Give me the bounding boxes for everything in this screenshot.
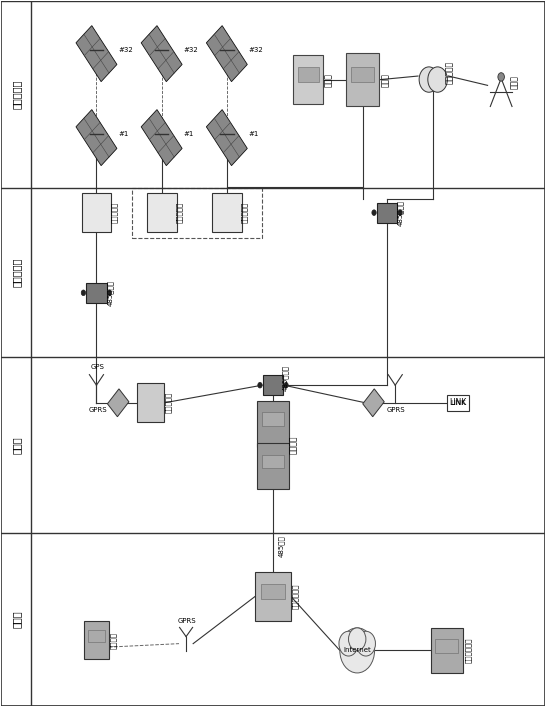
Bar [262, 455, 284, 469]
Text: LINK: LINK [449, 398, 466, 407]
Bar [137, 383, 164, 422]
Circle shape [284, 382, 288, 388]
Bar [76, 25, 117, 82]
Circle shape [357, 631, 376, 656]
Text: GPRS: GPRS [177, 618, 196, 624]
Text: 升压变压器: 升压变压器 [445, 61, 454, 84]
Text: 485集线器: 485集线器 [397, 199, 404, 226]
Bar [257, 443, 289, 489]
Text: 移动终端: 移动终端 [110, 631, 117, 648]
Text: Internet: Internet [343, 648, 371, 653]
Bar [86, 283, 107, 303]
Circle shape [348, 628, 366, 650]
Bar [262, 412, 284, 426]
Text: 阵列控制器: 阵列控制器 [111, 202, 117, 223]
Text: 阵列控制器: 阵列控制器 [176, 202, 182, 223]
Circle shape [81, 290, 86, 296]
Text: 汇流筱: 汇流筱 [381, 73, 390, 87]
Text: 主控层: 主控层 [11, 436, 21, 454]
Circle shape [498, 73, 505, 81]
Text: LINK: LINK [450, 399, 466, 406]
Text: #1: #1 [118, 131, 128, 137]
Text: 485集线器: 485集线器 [106, 280, 114, 306]
Circle shape [108, 290, 112, 296]
Bar [377, 203, 397, 223]
Text: 阵列控制器: 阵列控制器 [241, 202, 248, 223]
Bar [435, 639, 458, 653]
Circle shape [372, 210, 376, 216]
Bar [88, 631, 105, 642]
Text: GPS: GPS [91, 364, 104, 370]
Text: 光纤传输: 光纤传输 [289, 436, 298, 455]
FancyBboxPatch shape [363, 389, 384, 416]
Bar [263, 375, 283, 395]
Bar [132, 187, 262, 238]
Text: GPRS: GPRS [387, 407, 406, 413]
Text: 现场管理系统: 现场管理系统 [293, 584, 299, 609]
Bar [141, 110, 182, 165]
Text: 区域服务器: 区域服务器 [165, 392, 172, 414]
Bar [260, 584, 286, 599]
Text: GPRS: GPRS [88, 407, 107, 413]
Text: 逆变器: 逆变器 [324, 73, 334, 87]
Text: 现场控制层: 现场控制层 [11, 80, 21, 110]
Text: #32: #32 [248, 47, 263, 53]
Circle shape [398, 210, 402, 216]
Bar [76, 110, 117, 165]
Circle shape [339, 631, 358, 656]
Circle shape [340, 628, 375, 673]
Bar [346, 53, 379, 106]
Bar [206, 110, 247, 165]
Bar [298, 67, 319, 82]
Bar [256, 572, 290, 621]
Text: #32: #32 [118, 47, 133, 53]
Text: #1: #1 [248, 131, 259, 137]
Bar [351, 66, 374, 83]
Text: 阵列控制层: 阵列控制层 [11, 258, 21, 287]
Circle shape [419, 67, 438, 92]
Text: #1: #1 [183, 131, 194, 137]
FancyBboxPatch shape [108, 389, 129, 416]
Text: 485集线器: 485集线器 [282, 365, 288, 391]
Bar [84, 621, 109, 660]
Bar [212, 193, 242, 232]
Bar [147, 193, 176, 232]
Bar [81, 193, 111, 232]
Bar [293, 55, 323, 105]
Bar [447, 395, 468, 411]
Circle shape [428, 67, 447, 92]
Circle shape [258, 382, 262, 388]
Text: 485信号: 485信号 [278, 535, 285, 556]
Text: 管理层: 管理层 [11, 611, 21, 628]
Text: #32: #32 [183, 47, 198, 53]
Bar [257, 401, 289, 447]
Bar [206, 25, 247, 82]
Bar [431, 628, 463, 673]
Text: 远程电站监控: 远程电站监控 [465, 638, 472, 663]
Text: 气象站: 气象站 [510, 75, 519, 89]
Bar [141, 25, 182, 82]
